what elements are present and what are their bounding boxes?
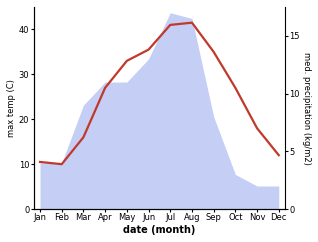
Y-axis label: max temp (C): max temp (C) (7, 79, 16, 137)
Y-axis label: med. precipitation (kg/m2): med. precipitation (kg/m2) (302, 52, 311, 165)
X-axis label: date (month): date (month) (123, 225, 196, 235)
